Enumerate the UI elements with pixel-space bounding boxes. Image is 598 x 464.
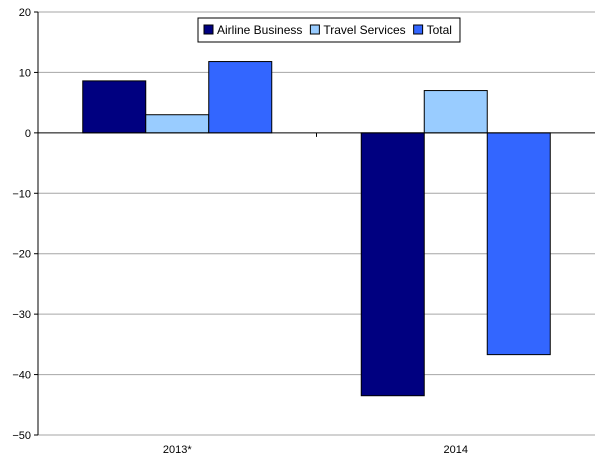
bar-airline-business [360,132,425,397]
x-tick-label: 2014 [444,444,468,456]
x-tick-label: 2013* [163,444,192,456]
y-tick-label: −50 [12,430,31,442]
legend-swatch [203,24,214,35]
y-tick-label: −40 [12,370,31,382]
bar-travel-services [423,90,488,134]
legend-swatch [413,24,424,35]
x-tick-labels: 2013* 2014 [163,132,468,456]
bars [82,61,551,397]
y-tick-label: 10 [19,67,31,79]
y-tick-label: 0 [25,128,31,140]
legend-label: Total [427,23,452,37]
bar-airline-business [82,80,147,134]
y-tick-label: 20 [19,7,31,19]
legend-swatch [309,24,320,35]
y-tick-label: −30 [12,309,31,321]
bar-travel-services [145,114,210,134]
legend: Airline Business Travel Services Total [197,17,461,43]
y-tick-label: −20 [12,249,31,261]
legend-label: Airline Business [217,23,302,37]
y-tick-label: −10 [12,188,31,200]
bar-total [486,132,551,356]
legend-label: Travel Services [323,23,405,37]
bar-total [208,61,273,134]
y-tick-labels: 20 10 0 −10 −20 −30 −40 −50 [12,7,31,442]
